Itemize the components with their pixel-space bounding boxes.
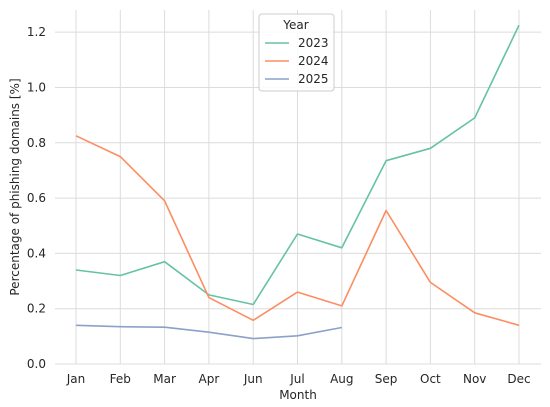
x-tick-label: Mar <box>153 372 176 386</box>
legend-items: 2023 2024 2025 <box>265 36 329 86</box>
legend-label-2024: 2024 <box>298 54 329 68</box>
legend-label-2023: 2023 <box>298 36 329 50</box>
x-tick-label: Oct <box>420 372 441 386</box>
x-tick-label: Dec <box>507 372 530 386</box>
x-tick-label: Feb <box>110 372 131 386</box>
y-tick-label: 1.2 <box>27 25 46 39</box>
y-tick-labels: 0.0 0.2 0.4 0.6 0.8 1.0 1.2 <box>27 25 46 371</box>
y-tick-label: 0.8 <box>27 136 46 150</box>
x-tick-label: Sep <box>375 372 398 386</box>
series-line-2024 <box>75 135 520 327</box>
legend: Year 2023 2024 2025 <box>258 13 335 92</box>
series-line-2023 <box>75 24 520 306</box>
x-tick-label: Nov <box>463 372 486 386</box>
x-tick-label: Apr <box>199 372 220 386</box>
y-tick-label: 1.0 <box>27 80 46 94</box>
x-axis-label: Month <box>279 388 317 402</box>
series-lines <box>75 24 520 340</box>
y-axis-label: Percentage of phishing domains [%] <box>8 78 22 295</box>
x-tick-label: Jan <box>66 372 86 386</box>
y-tick-label: 0.2 <box>27 302 46 316</box>
series-line-2025 <box>75 324 342 340</box>
legend-label-2025: 2025 <box>298 72 329 86</box>
y-tick-label: 0.4 <box>27 246 46 260</box>
legend-box <box>258 13 335 92</box>
legend-title: Year <box>282 18 308 32</box>
x-tick-label: Aug <box>330 372 353 386</box>
x-tick-label: Jul <box>289 372 304 386</box>
y-tick-label: 0.6 <box>27 191 46 205</box>
x-tick-label: Jun <box>243 372 263 386</box>
y-tick-label: 0.0 <box>27 357 46 371</box>
x-tick-labels: Jan Feb Mar Apr Jun Jul Aug Sep Oct Nov Dec <box>66 372 531 386</box>
